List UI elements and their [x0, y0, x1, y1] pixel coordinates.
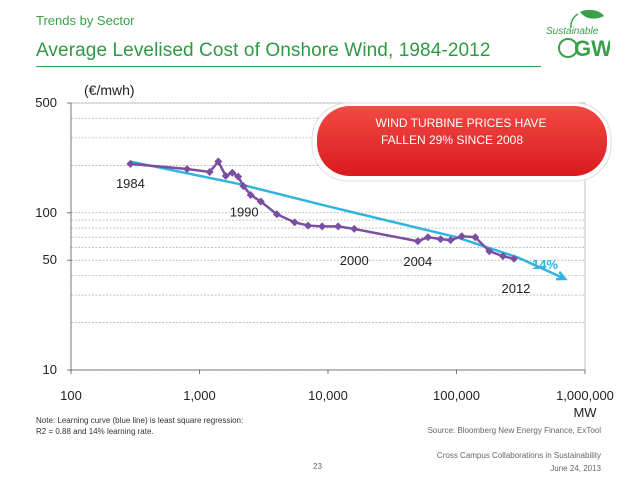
- data-point: [239, 182, 248, 191]
- title-divider: [36, 66, 541, 67]
- page-title: Average Levelised Cost of Onshore Wind, …: [36, 40, 491, 61]
- data-point: [126, 159, 135, 168]
- data-point: [471, 233, 480, 242]
- note-line-1: Note: Learning curve (blue line) is leas…: [36, 416, 244, 425]
- data-point: [457, 232, 466, 241]
- callout-badge: WIND TURBINE PRICES HAVE FALLEN 29% SINCE…: [311, 102, 612, 182]
- note-line-2: R2 = 0.88 and 14% learning rate.: [36, 427, 154, 436]
- data-point: [498, 252, 507, 261]
- footer-date: June 24, 2013: [550, 464, 601, 473]
- data-point: [246, 190, 255, 199]
- callout-background: [317, 106, 607, 176]
- x-tick-label: 10,000: [308, 388, 348, 403]
- annotation-label: 14%: [532, 257, 558, 272]
- series-layer: [126, 157, 568, 281]
- data-point: [256, 197, 265, 206]
- data-point: [183, 165, 192, 174]
- sustainable-gw-logo: Sustainable GW: [546, 9, 610, 61]
- x-tick-label: 1,000,000: [556, 388, 614, 403]
- callout-line-1: WIND TURBINE PRICES HAVE: [376, 116, 547, 130]
- data-point: [334, 222, 343, 231]
- data-point: [485, 247, 494, 256]
- learning-curve-line: [130, 160, 566, 281]
- data-point: [350, 224, 359, 233]
- data-point: [446, 236, 455, 245]
- page-number: 23: [313, 462, 322, 471]
- data-point: [214, 157, 223, 166]
- x-tick-label: 1,000: [183, 388, 216, 403]
- y-tick-label: 50: [43, 252, 57, 267]
- data-point: [221, 171, 230, 180]
- footer-org: Cross Campus Collaborations in Sustainab…: [436, 451, 601, 460]
- x-tick-label: 100: [60, 388, 82, 403]
- data-point: [413, 237, 422, 246]
- data-point: [205, 167, 214, 176]
- data-point: [290, 218, 299, 227]
- data-point: [423, 233, 432, 242]
- leaf-icon: [580, 9, 604, 19]
- unit-label: (€/mwh): [84, 82, 135, 98]
- section-label: Trends by Sector: [36, 13, 135, 28]
- note: Note: Learning curve (blue line) is leas…: [36, 415, 243, 437]
- data-point: [234, 172, 243, 181]
- data-point: [228, 168, 237, 177]
- data-point: [304, 221, 313, 230]
- learning-curve-arrow: [556, 271, 568, 281]
- annotation-label: 1990: [230, 205, 259, 220]
- data-point: [436, 235, 445, 244]
- x-axis-label: MW: [573, 405, 597, 420]
- annotation-label: 2004: [403, 254, 432, 269]
- annotation-label: 1984: [116, 176, 145, 191]
- data-point: [318, 222, 327, 231]
- data-point: [272, 210, 281, 219]
- svg-text:Sustainable: Sustainable: [546, 26, 599, 37]
- y-tick-label: 500: [35, 95, 57, 110]
- svg-text:GW: GW: [574, 36, 610, 61]
- data-point: [509, 254, 518, 263]
- annotation-label: 2000: [340, 253, 369, 268]
- y-tick-label: 100: [35, 205, 57, 220]
- callout-line-2: FALLEN 29% SINCE 2008: [381, 133, 523, 147]
- annotation-label: 2012: [501, 281, 530, 296]
- x-tick-label: 100,000: [433, 388, 480, 403]
- y-tick-label: 10: [43, 362, 57, 377]
- source: Source: Bloomberg New Energy Finance, Ex…: [427, 426, 601, 435]
